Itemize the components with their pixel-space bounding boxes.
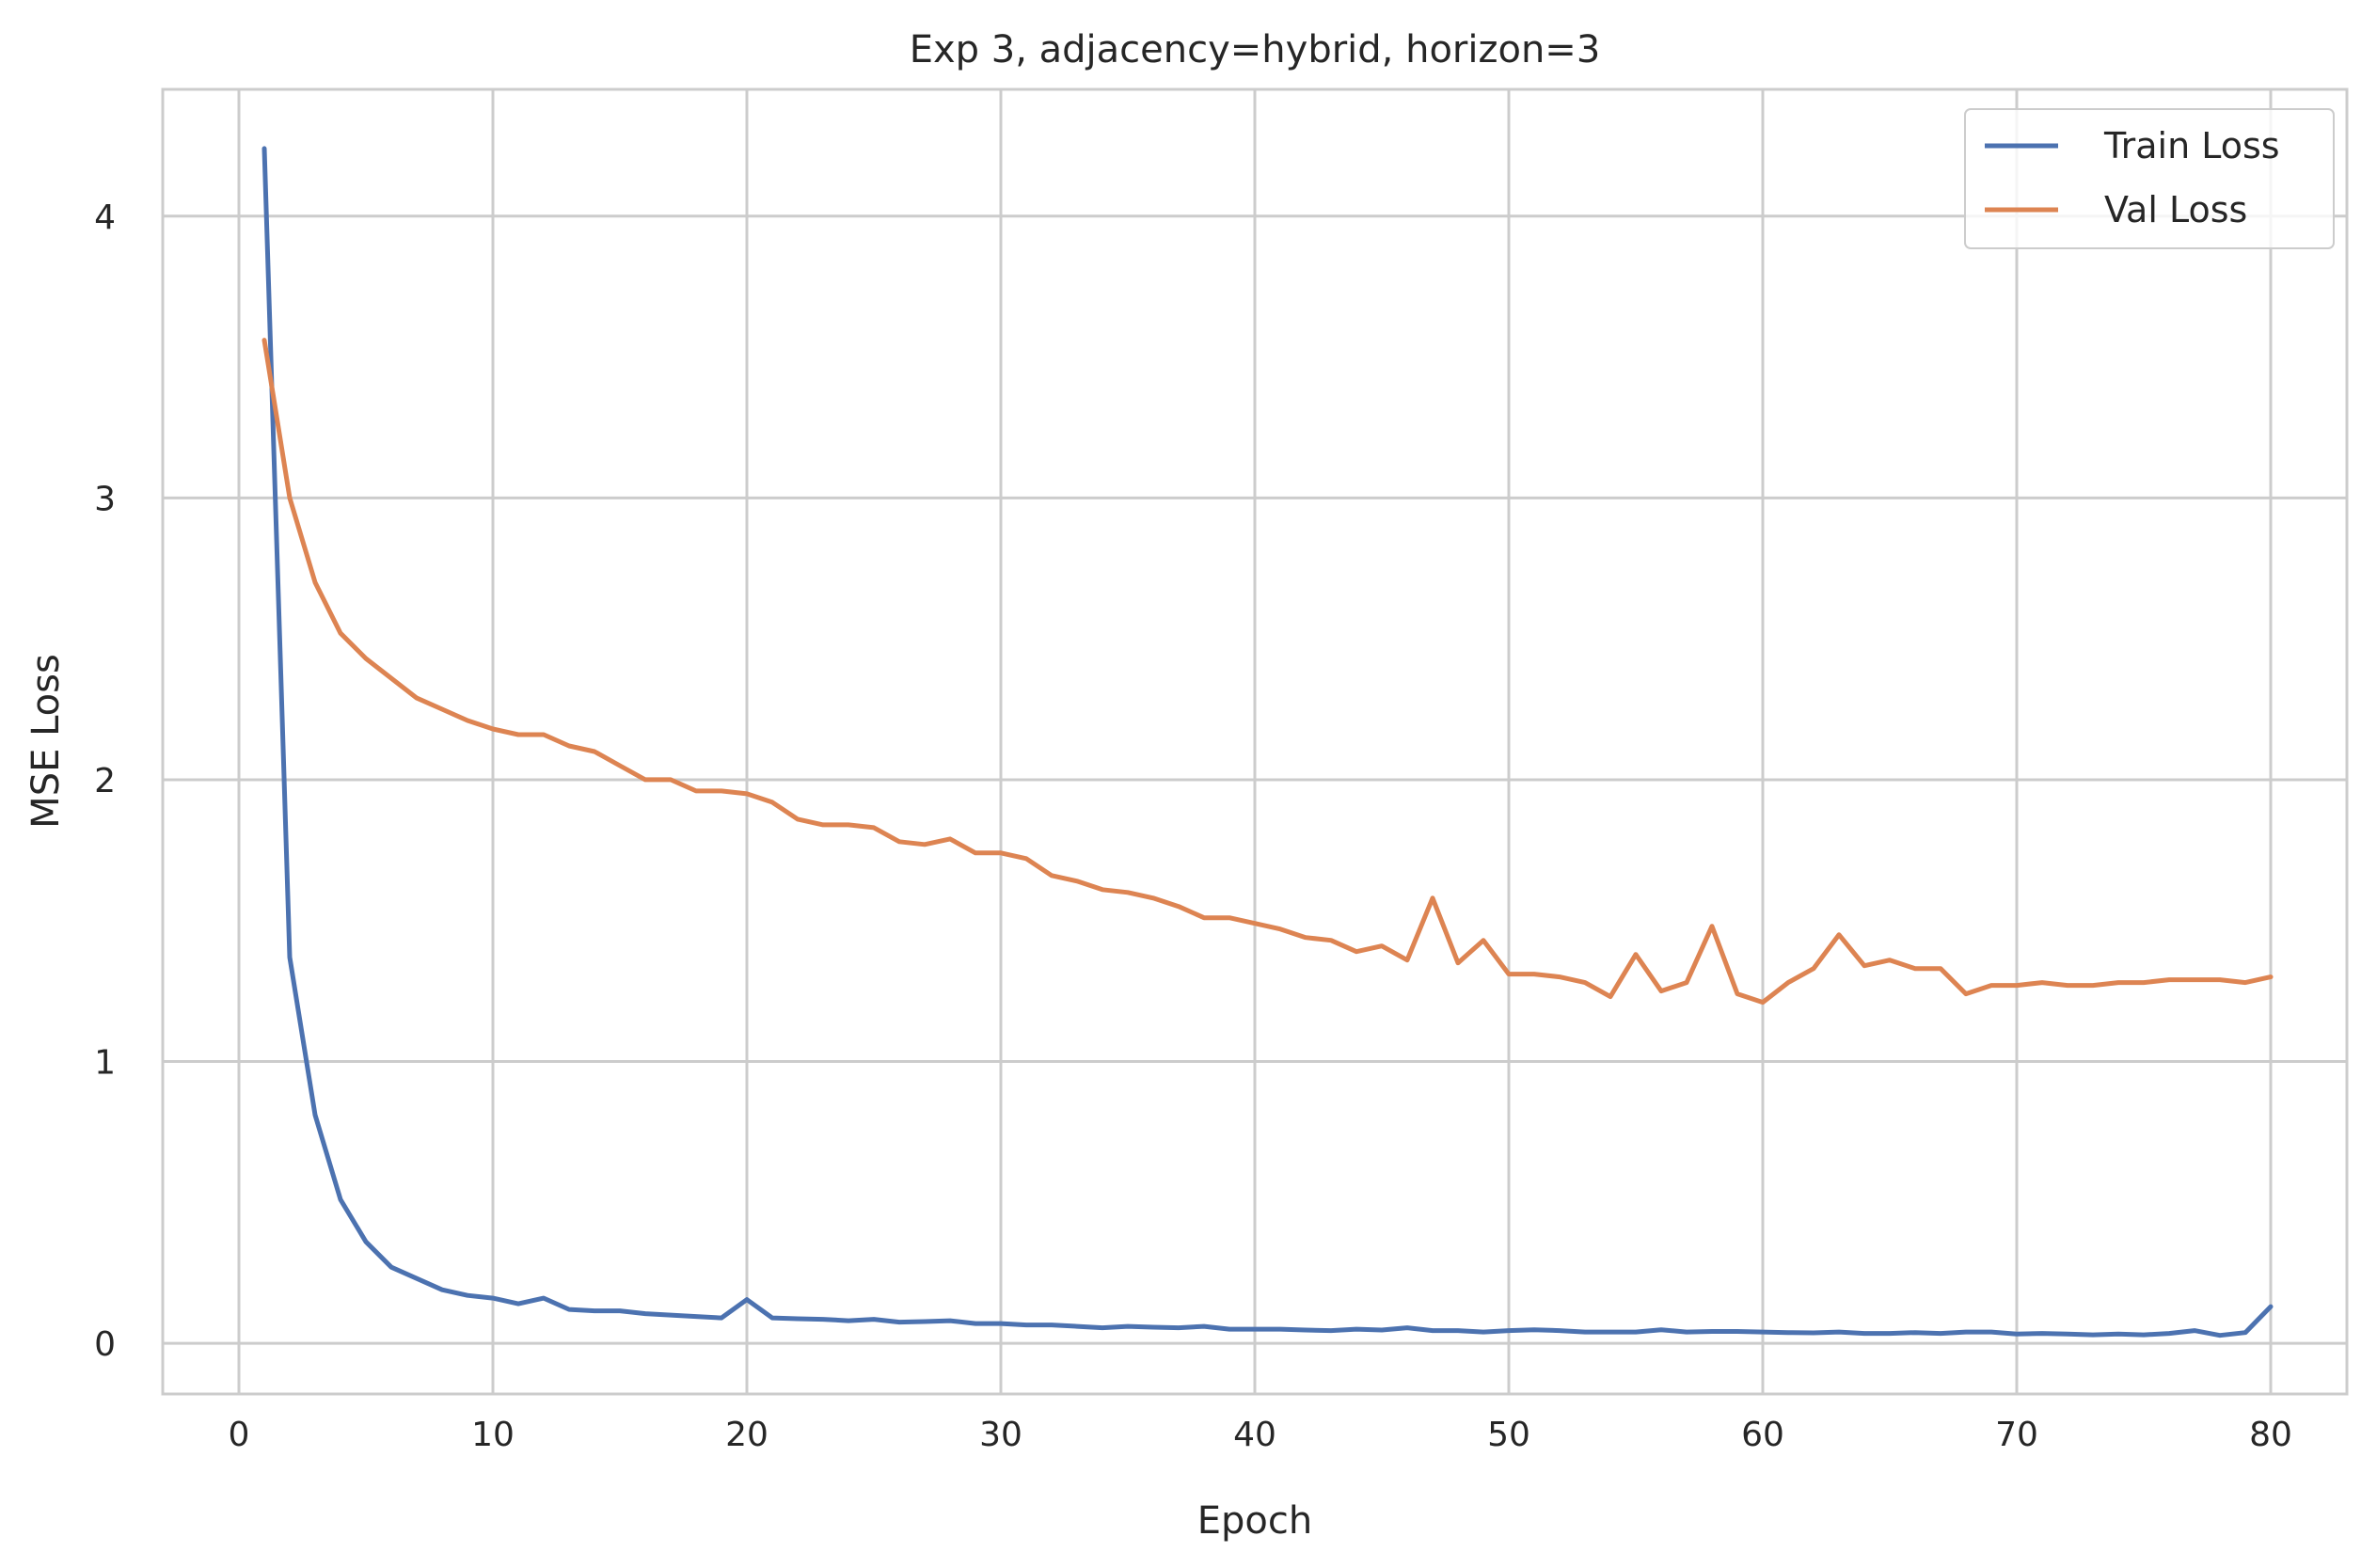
x-tick-label: 30: [979, 1416, 1022, 1454]
val-loss-line: [261, 338, 2274, 1006]
x-tick-label: 60: [1741, 1416, 1784, 1454]
legend-label-train: Train Loss: [2103, 125, 2280, 166]
x-tick-label: 0: [229, 1416, 250, 1454]
y-tick-label: 3: [94, 480, 116, 518]
x-axis-label: Epoch: [1197, 1499, 1312, 1543]
y-axis-label: MSE Loss: [24, 654, 68, 829]
x-tick-labels: 0 10 20 30 40 50 60 70 80: [229, 1416, 2292, 1454]
x-tick-label: 40: [1233, 1416, 1276, 1454]
x-tick-label: 20: [725, 1416, 769, 1454]
chart-title: Exp 3, adjacency=hybrid, horizon=3: [910, 28, 1601, 71]
x-tick-label: 80: [2249, 1416, 2292, 1454]
x-tick-label: 70: [1995, 1416, 2038, 1454]
y-tick-labels: 0 1 2 3 4: [94, 198, 116, 1364]
x-tick-label: 10: [471, 1416, 515, 1454]
y-tick-label: 4: [94, 198, 116, 237]
legend: Train Loss Val Loss: [1964, 108, 2335, 249]
plot-frame: [161, 87, 2349, 1396]
y-tick-label: 1: [94, 1044, 116, 1083]
series-layer: [261, 146, 2274, 1338]
x-tick-label: 50: [1487, 1416, 1530, 1454]
y-tick-label: 2: [94, 762, 116, 800]
y-tick-label: 0: [94, 1325, 116, 1364]
legend-label-val: Val Loss: [2104, 189, 2247, 230]
y-grid-lines: [163, 214, 2347, 1345]
train-loss-line: [261, 146, 2274, 1338]
x-grid-lines: [237, 89, 2273, 1394]
